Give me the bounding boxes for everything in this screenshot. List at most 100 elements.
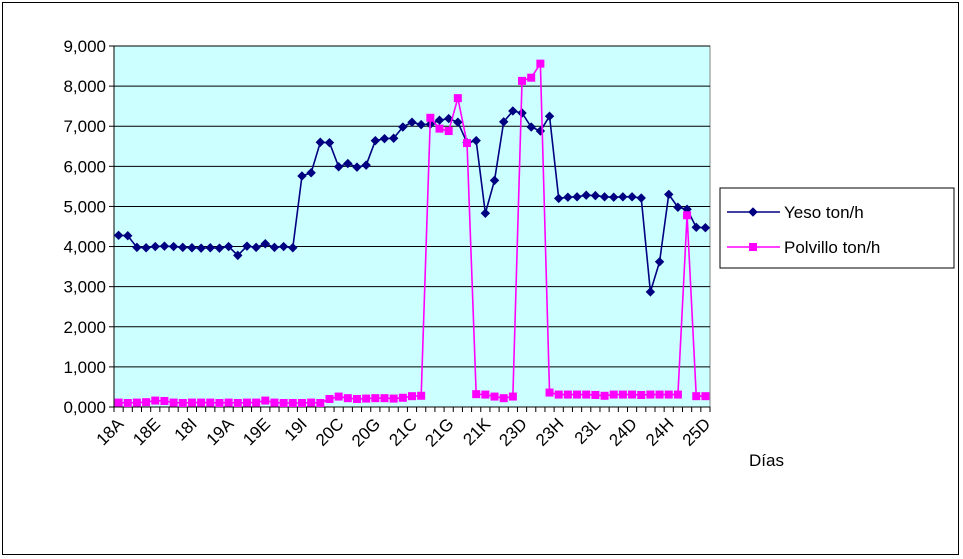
data-point-square — [187, 398, 196, 407]
data-point-square — [334, 392, 343, 401]
data-point-square — [307, 398, 316, 407]
data-point-square — [646, 390, 655, 399]
data-point-diamond — [178, 242, 188, 253]
data-point-diamond — [343, 158, 353, 169]
x-tick-label: 20G — [348, 414, 384, 450]
data-point-diamond — [572, 192, 582, 202]
data-point-diamond — [159, 241, 170, 251]
data-point-diamond — [544, 111, 555, 121]
y-tick-label: 5,000 — [63, 197, 106, 216]
x-axis-title: Días — [749, 451, 784, 470]
data-point-square — [352, 394, 361, 403]
data-point-diamond — [278, 241, 289, 252]
data-point-diamond — [407, 117, 417, 127]
data-point-square — [270, 398, 279, 407]
data-point-diamond — [233, 250, 243, 261]
data-point-diamond — [489, 175, 500, 186]
data-point-square — [142, 398, 151, 407]
y-tick-label: 4,000 — [63, 238, 106, 257]
legend: Yeso ton/h Polvillo ton/h — [719, 187, 955, 269]
y-tick-label: 3,000 — [63, 278, 106, 297]
data-point-square — [490, 392, 499, 401]
x-tick-label: 23H — [532, 414, 567, 449]
data-point-square — [582, 390, 591, 399]
data-point-square — [618, 390, 627, 399]
data-point-diamond — [297, 171, 307, 181]
data-point-square — [288, 398, 297, 407]
data-point-diamond — [416, 119, 426, 130]
x-tick-label: 24D — [605, 414, 640, 449]
data-point-diamond — [508, 106, 518, 116]
x-tick-label: 18I — [171, 414, 201, 444]
x-tick-label: 25D — [679, 414, 714, 449]
data-point-diamond — [324, 137, 335, 148]
data-point-square — [453, 94, 462, 103]
data-point-square — [417, 391, 426, 400]
y-tick-label: 1,000 — [63, 358, 106, 377]
y-tick-label: 8,000 — [63, 77, 106, 96]
legend-items: Yeso ton/h Polvillo ton/h — [727, 203, 880, 257]
data-point-square — [343, 394, 352, 403]
data-point-diamond — [141, 243, 151, 253]
plot-area — [113, 45, 711, 408]
data-point-diamond — [214, 243, 225, 253]
data-point-square — [325, 394, 334, 403]
data-point-square — [664, 390, 673, 399]
data-point-diamond — [480, 208, 491, 218]
data-point-square — [169, 398, 178, 407]
x-tick-label: 18A — [93, 414, 128, 449]
data-point-square — [499, 394, 508, 403]
data-point-diamond — [691, 222, 701, 233]
data-point-square — [398, 393, 407, 402]
data-point-diamond — [673, 202, 683, 212]
data-point-diamond — [645, 287, 656, 297]
data-point-diamond — [333, 162, 344, 172]
data-point-diamond — [260, 239, 270, 249]
y-tick-label: 0,000 — [63, 398, 106, 417]
data-point-diamond — [306, 168, 316, 178]
data-point-diamond — [609, 192, 619, 202]
data-point-square — [233, 398, 242, 407]
data-point-square — [701, 392, 710, 401]
data-point-diamond — [196, 243, 206, 253]
data-point-diamond — [370, 135, 381, 146]
data-point-diamond — [132, 242, 142, 253]
data-point-diamond — [187, 243, 197, 253]
legend-marker — [748, 207, 758, 217]
gridlines — [114, 45, 710, 368]
data-point-square — [261, 396, 270, 405]
data-point-square — [197, 398, 206, 407]
data-point-square — [591, 390, 600, 399]
x-tick-label: 21C — [385, 414, 420, 449]
data-point-square — [206, 398, 215, 407]
y-tick-label: 9,000 — [63, 37, 106, 56]
data-point-diamond — [113, 230, 124, 241]
data-point-diamond — [664, 189, 674, 200]
data-point-square — [573, 390, 582, 399]
data-point-square — [316, 398, 325, 407]
data-point-square — [279, 398, 288, 407]
x-tick-label: 18E — [129, 414, 164, 449]
data-point-square — [151, 396, 160, 405]
data-point-square — [683, 211, 692, 220]
data-point-diamond — [599, 192, 610, 202]
data-point-square — [637, 390, 646, 399]
data-point-square — [554, 390, 563, 399]
data-point-diamond — [288, 243, 298, 253]
data-point-diamond — [205, 243, 215, 253]
data-point-diamond — [242, 241, 252, 251]
data-point-square — [472, 390, 481, 399]
data-point-diamond — [388, 133, 399, 143]
data-point-square — [692, 392, 701, 401]
data-point-diamond — [517, 108, 527, 118]
x-axis: 18A 18E 18I 19A 19E 19I 20C 20G 21C 21G 21K 23D 23H 2… — [93, 406, 714, 451]
data-point-square — [609, 390, 618, 399]
series-yeso — [113, 106, 711, 297]
data-point-diamond — [526, 122, 536, 132]
data-point-square — [252, 398, 261, 407]
data-point-diamond — [627, 192, 637, 202]
legend-label: Polvillo ton/h — [784, 238, 880, 257]
data-point-diamond — [654, 257, 665, 267]
data-point-square — [426, 113, 435, 122]
data-point-square — [444, 127, 453, 136]
